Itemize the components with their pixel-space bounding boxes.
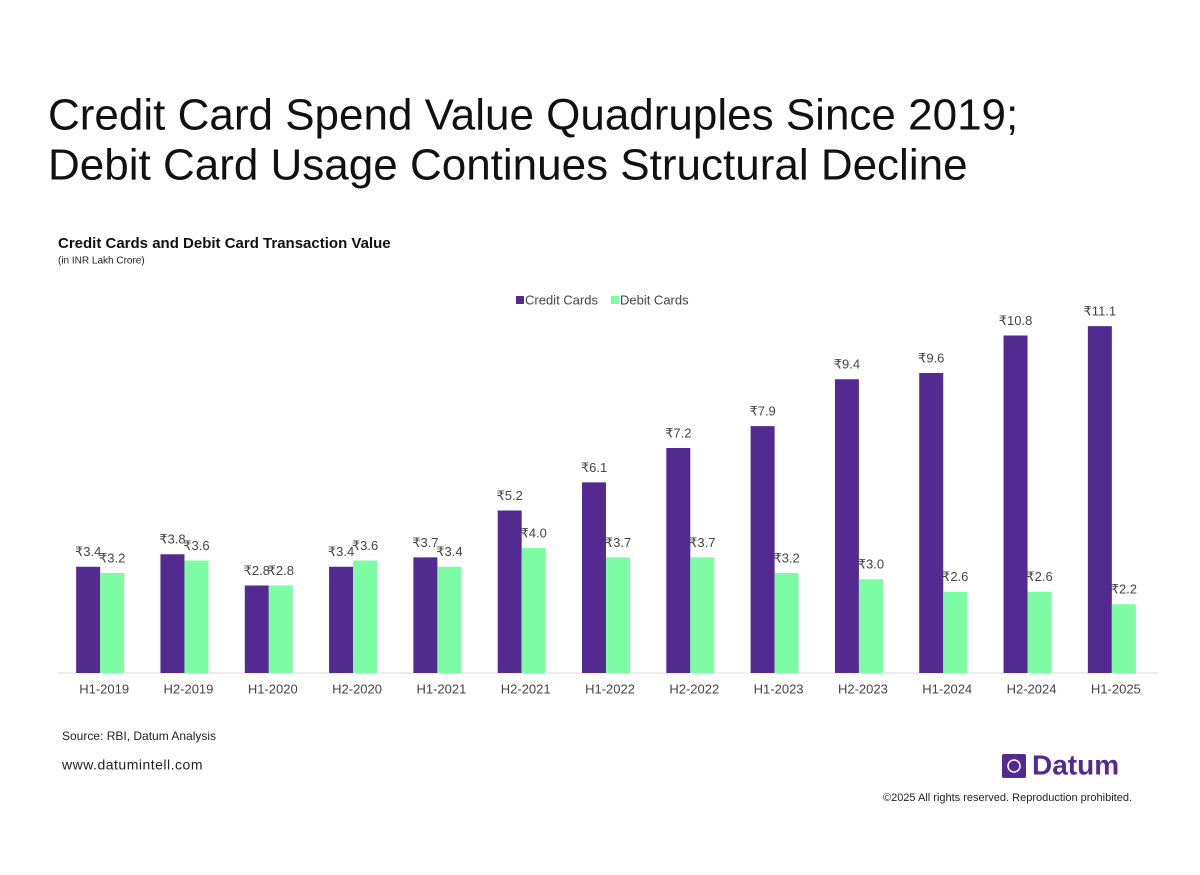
x-tick-label: H2-2024 [1007, 681, 1057, 696]
value-label: ₹3.7 [689, 535, 715, 550]
value-label: ₹3.4 [75, 544, 101, 559]
value-label: ₹9.6 [918, 350, 944, 365]
bar [666, 448, 691, 673]
website: www.datumintell.com [61, 757, 203, 773]
bar [413, 557, 438, 673]
value-label: ₹2.8 [244, 563, 270, 578]
value-label: ₹2.6 [1026, 569, 1052, 584]
bar [1003, 335, 1028, 673]
x-tick-label: H1-2021 [416, 681, 466, 696]
copyright: ©2025 All rights reserved. Reproduction … [883, 792, 1132, 804]
bar [750, 426, 775, 673]
logo-glyph [1007, 759, 1021, 773]
value-label: ₹7.9 [749, 404, 775, 419]
bar [521, 548, 546, 673]
value-label: ₹2.6 [942, 569, 968, 584]
legend-label: Debit Cards [620, 292, 689, 307]
title-line: Credit Card Spend Value Quadruples Since… [48, 91, 1018, 140]
title-line: Debit Card Usage Continues Structural De… [48, 141, 968, 190]
bar [76, 566, 101, 673]
x-tick-label: H1-2019 [79, 681, 129, 696]
x-tick-label: H2-2023 [838, 681, 888, 696]
bar [774, 573, 799, 673]
bar [582, 482, 606, 673]
bar [834, 379, 859, 673]
value-label: ₹5.2 [497, 488, 523, 503]
bar [329, 566, 354, 673]
value-label: ₹3.6 [183, 538, 209, 553]
bar [244, 585, 269, 673]
value-label: ₹3.2 [773, 550, 799, 565]
chart-subtitle: Credit Cards and Debit Card Transaction … [58, 235, 391, 252]
bar [1087, 326, 1112, 673]
value-label: ₹3.4 [328, 544, 354, 559]
value-label: ₹6.1 [581, 460, 607, 475]
x-tick-label: H1-2020 [248, 681, 298, 696]
bar [497, 510, 522, 673]
value-label: ₹3.7 [605, 535, 631, 550]
bar [268, 585, 293, 673]
brand: Datum [1032, 749, 1119, 780]
source: Source: RBI, Datum Analysis [62, 729, 216, 743]
bar [690, 557, 715, 673]
x-tick-label: H1-2025 [1091, 681, 1141, 696]
value-label: ₹4.0 [521, 525, 547, 540]
bar [100, 573, 125, 673]
value-label: ₹2.8 [268, 563, 294, 578]
x-tick-label: H1-2024 [922, 681, 972, 696]
value-label: ₹3.2 [99, 550, 125, 565]
logo-icon [1002, 754, 1026, 778]
bar [919, 373, 944, 673]
bar [184, 560, 209, 673]
logo: Datum [1002, 749, 1119, 780]
x-tick-label: H2-2022 [669, 681, 719, 696]
bar [606, 557, 630, 673]
bar [1111, 604, 1136, 673]
legend-swatch [610, 296, 619, 304]
unit-note: (in INR Lakh Crore) [58, 256, 145, 267]
x-tick-label: H1-2022 [585, 681, 635, 696]
value-label: ₹11.1 [1084, 304, 1117, 319]
value-label: ₹3.8 [159, 532, 185, 547]
bar [943, 591, 968, 673]
bar [858, 579, 883, 673]
legend-label: Credit Cards [525, 292, 598, 307]
x-tick-label: H2-2020 [332, 681, 382, 696]
x-tick-label: H2-2021 [501, 681, 551, 696]
bar [353, 560, 378, 673]
legend-swatch [516, 296, 524, 304]
value-label: ₹10.8 [999, 313, 1033, 328]
value-label: ₹3.7 [412, 535, 438, 550]
value-label: ₹2.2 [1111, 582, 1137, 597]
bar [160, 554, 185, 673]
value-label: ₹3.6 [352, 538, 378, 553]
value-label: ₹3.0 [858, 557, 884, 572]
value-label: ₹3.4 [436, 544, 462, 559]
x-tick-label: H1-2023 [754, 681, 804, 696]
value-label: ₹9.4 [834, 357, 860, 372]
bar [437, 566, 462, 673]
x-tick-label: H2-2019 [164, 681, 214, 696]
bar [1027, 591, 1052, 673]
value-label: ₹7.2 [665, 425, 691, 440]
